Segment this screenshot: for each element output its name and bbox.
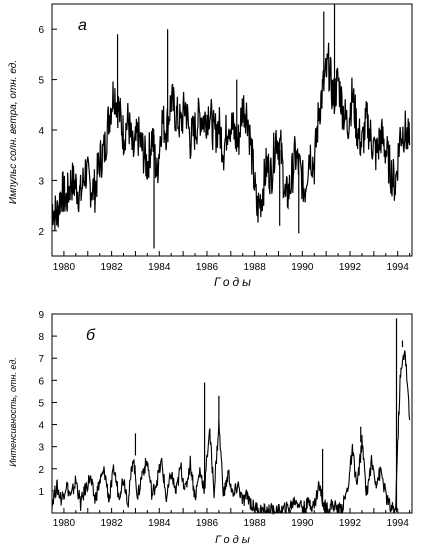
panel-b-y-axis-label: Интенсивность, отн. ед.	[8, 357, 18, 467]
x-tick-label: 1992	[339, 262, 362, 273]
y-tick-label: 6	[38, 25, 44, 36]
x-tick-label: 1986	[196, 262, 219, 273]
panel-b-x-axis-label: Годы	[215, 534, 253, 546]
y-tick-label: 2	[38, 465, 44, 476]
panel-b-x-ticks: 1980 1982 1984 1986 1988 1990 1992 1994	[51, 508, 411, 529]
y-tick-label: 5	[38, 76, 44, 87]
panel-a-y-axis-label: Импульс солн. ветра, отн. ед.	[8, 60, 19, 204]
x-tick-label: 1984	[148, 262, 171, 273]
panel-a-x-axis-label: Годы	[214, 275, 254, 289]
panel-a-spikes	[116, 4, 336, 249]
x-tick-label: 1988	[244, 262, 267, 273]
x-tick-label: 1988	[244, 518, 267, 529]
y-tick-label: 3	[38, 176, 44, 187]
x-tick-label: 1984	[148, 518, 171, 529]
x-tick-label: 1990	[291, 518, 314, 529]
y-tick-label: 3	[38, 443, 44, 454]
y-tick-label: 8	[38, 332, 44, 343]
x-tick-label: 1994	[387, 518, 410, 529]
x-tick-label: 1992	[339, 518, 362, 529]
panel-a-letter: а	[78, 17, 87, 34]
panel-a-y-ticks: 2 3 4 5 6	[38, 25, 57, 238]
x-tick-label: 1994	[387, 262, 410, 273]
panel-b-spikes	[134, 318, 404, 512]
y-tick-label: 2	[38, 227, 44, 238]
y-tick-label: 5	[38, 398, 44, 409]
panel-a-series-line	[51, 42, 411, 231]
panel-b-letter: б	[86, 327, 96, 344]
x-tick-label: 1982	[100, 262, 123, 273]
panel-b: 1980 1982 1984 1986 1988 1990 1992 1994 1 2 3 4 5 6 7…	[8, 310, 413, 546]
x-tick-label: 1990	[291, 262, 314, 273]
panel-b-series-line	[51, 350, 411, 515]
panel-b-frame	[51, 313, 413, 514]
panel-a: 1980 1982 1984 1986 1988 1990 1992 1994 2 3 4 5 6 а…	[8, 3, 413, 289]
y-tick-label: 1	[38, 487, 44, 498]
x-tick-label: 1980	[53, 262, 76, 273]
panel-b-y-ticks: 1 2 3 4 5 6 7 8 9	[38, 310, 57, 498]
y-tick-label: 4	[38, 421, 44, 432]
y-tick-label: 4	[38, 126, 44, 137]
x-tick-label: 1982	[100, 518, 123, 529]
y-tick-label: 6	[38, 376, 44, 387]
panel-a-x-ticks: 1980 1982 1984 1986 1988 1990 1992 1994	[51, 251, 411, 273]
x-tick-label: 1986	[196, 518, 219, 529]
y-tick-label: 9	[38, 310, 44, 321]
x-tick-label: 1980	[53, 518, 76, 529]
y-tick-label: 7	[38, 354, 44, 365]
